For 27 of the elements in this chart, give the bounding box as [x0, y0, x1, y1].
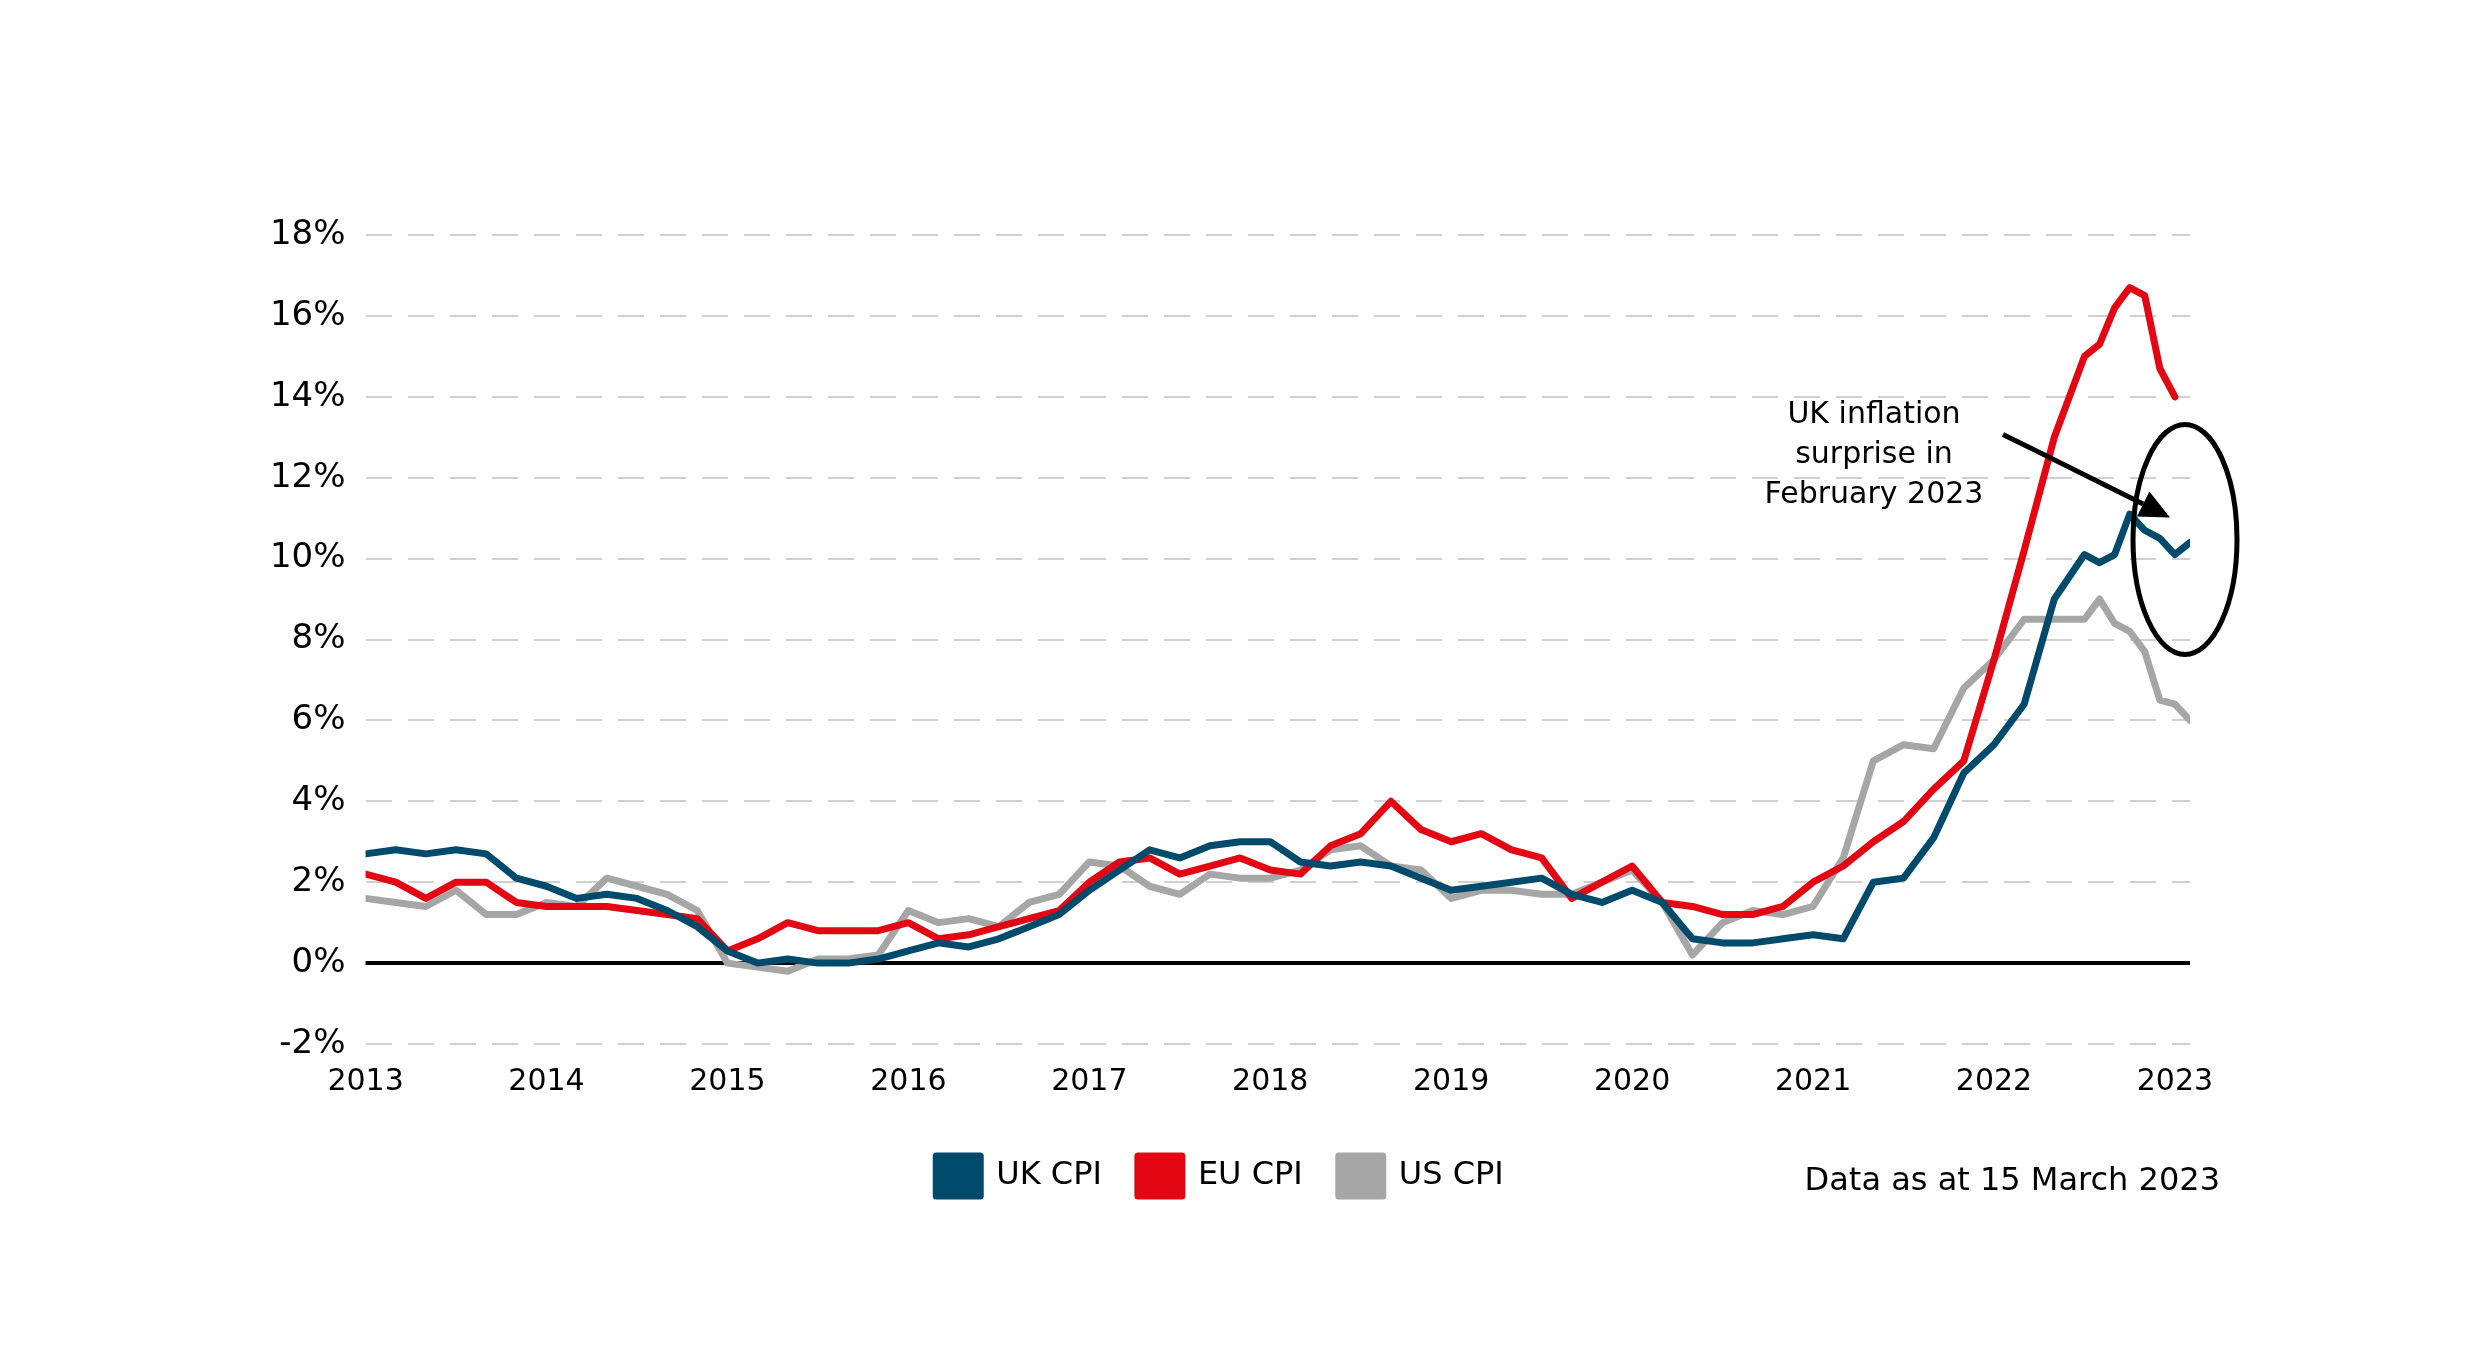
y-tick-label: 14%	[269, 373, 346, 414]
x-tick-label: 2022	[1955, 1061, 2033, 1097]
legend-label: US CPI	[1398, 1154, 1504, 1193]
x-tick-label: 2021	[1774, 1061, 1852, 1097]
y-tick-label: 2%	[291, 859, 346, 900]
x-tick-label: 2016	[870, 1061, 947, 1097]
y-tick-label: 6%	[291, 697, 346, 738]
y-tick-label: 8%	[291, 616, 346, 657]
legend-label: EU CPI	[1197, 1154, 1303, 1193]
y-tick-label: 0%	[291, 939, 346, 980]
x-tick-label: 2013	[327, 1061, 404, 1097]
y-tick-label: 12%	[269, 454, 346, 495]
x-tick-label: 2015	[689, 1061, 766, 1097]
y-tick-label: -2%	[279, 1020, 346, 1061]
x-tick-label: 2017	[1051, 1061, 1128, 1097]
legend-label: UK CPI	[996, 1154, 1102, 1193]
x-tick-label: 2014	[508, 1061, 585, 1097]
annotation: UK inflation surprise in February 2023	[1764, 395, 1984, 511]
y-tick-label: 18%	[269, 211, 346, 252]
x-tick-label: 2019	[1413, 1061, 1490, 1097]
text: Data as at 15 March 2023	[1804, 1160, 2220, 1198]
x-tick-label: 2020	[1593, 1061, 1671, 1097]
y-tick-label: 16%	[269, 292, 346, 333]
x-tick-label: 2023	[2136, 1061, 2214, 1097]
x-tick-label: 2018	[1232, 1061, 1309, 1097]
y-tick-label: 4%	[291, 778, 346, 819]
y-tick-label: 10%	[269, 535, 346, 576]
